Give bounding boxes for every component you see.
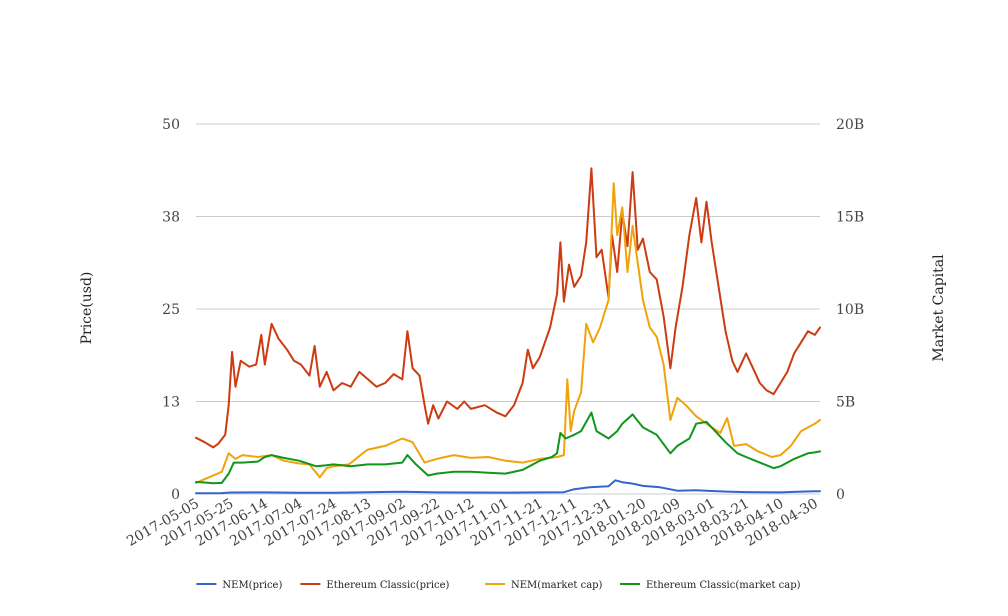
right-tick-label: 5B [836,395,855,411]
series-line-3 [195,411,821,485]
series-line-1 [195,167,821,449]
right-tick-label: 15B [836,210,864,226]
left-tick-label: 25 [162,302,180,318]
left-tick-label: 38 [162,210,180,226]
right-tick-label: 20B [836,117,864,133]
legend-label: Ethereum Classic(price) [326,580,449,591]
legend-label: NEM(price) [222,580,282,591]
right-tick-label: 0 [836,487,845,503]
left-tick-label: 13 [162,395,180,411]
right-tick-label: 10B [836,302,864,318]
right-axis-title: Market Capital [931,254,947,362]
legend: NEM(price) Ethereum Classic(price) NEM(mar… [196,580,801,591]
series-lines [195,167,821,495]
legend-label: Ethereum Classic(market cap) [646,580,801,591]
left-tick-label: 0 [171,487,180,503]
right-axis-ticks: 0 5B 10B 15B 20B [836,117,864,503]
grid-lines [196,123,820,495]
series-line-0 [195,479,821,495]
legend-label: NEM(market cap) [511,580,603,591]
x-axis-ticks: 2017-05-052017-05-252017-06-142017-07-04… [124,496,821,550]
left-axis-title: Price(usd) [79,272,95,345]
series-line-2 [195,182,821,484]
left-tick-label: 50 [162,117,180,133]
left-axis-ticks: 0 13 25 38 50 [162,117,180,503]
